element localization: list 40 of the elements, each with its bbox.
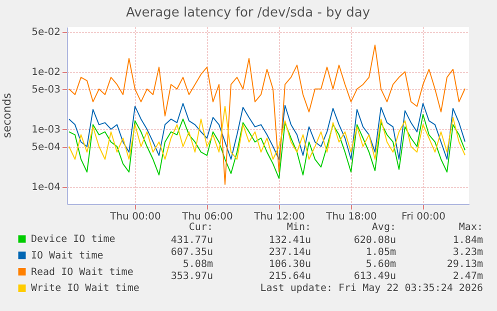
text: 132.41u	[268, 235, 311, 246]
text: 237.14u	[268, 247, 311, 258]
x-tick-label: Thu 00:00	[109, 212, 161, 222]
x-tick-label: Fri 00:00	[402, 212, 446, 222]
legend-label: Write IO Wait time	[31, 283, 140, 294]
text: 1.84m	[452, 235, 483, 246]
legend-label: IO Wait time	[31, 250, 104, 262]
text: Last update: Fri May 22 03:35:24 2026	[260, 283, 483, 294]
y-tick-label: 1e-04	[32, 182, 60, 194]
text: 29.13m	[446, 259, 483, 270]
text: 2.47m	[452, 271, 483, 282]
y-tick-label: 5e-02	[32, 27, 60, 38]
text: 3.23m	[452, 247, 483, 258]
y-axis-title: seconds	[0, 92, 14, 138]
x-tick-label: Thu 18:00	[325, 212, 377, 222]
text: 1.05m	[366, 247, 396, 258]
text: Avg:	[372, 222, 396, 233]
y-tick-label: 1e-02	[32, 67, 60, 78]
line-series	[68, 114, 466, 179]
x-tick-label: Thu 06:00	[181, 212, 233, 222]
legend-label: Read IO Wait time	[31, 266, 134, 278]
y-tick-label: 1e-03	[32, 124, 60, 136]
y-tick-label: 5e-03	[32, 84, 60, 96]
text: 5.60m	[366, 259, 396, 270]
text: Cur:	[188, 222, 213, 233]
text: 607.35u	[170, 247, 213, 258]
text: 620.08u	[354, 235, 396, 246]
text: Min:	[286, 222, 311, 233]
text: Max:	[458, 222, 483, 233]
text: 613.49u	[354, 271, 396, 282]
legend-label: Device IO time	[31, 234, 116, 245]
x-tick-label: Thu 12:00	[253, 212, 305, 222]
chart-title: Average latency for /dev/sda - by day	[126, 6, 370, 21]
text: 431.77u	[170, 235, 213, 246]
text: 353.97u	[170, 271, 213, 282]
y-tick-label: 5e-04	[32, 142, 60, 154]
text: 5.08m	[182, 259, 213, 270]
text: 215.64u	[268, 271, 311, 282]
line-series	[68, 44, 466, 185]
text: 106.30u	[268, 259, 311, 270]
